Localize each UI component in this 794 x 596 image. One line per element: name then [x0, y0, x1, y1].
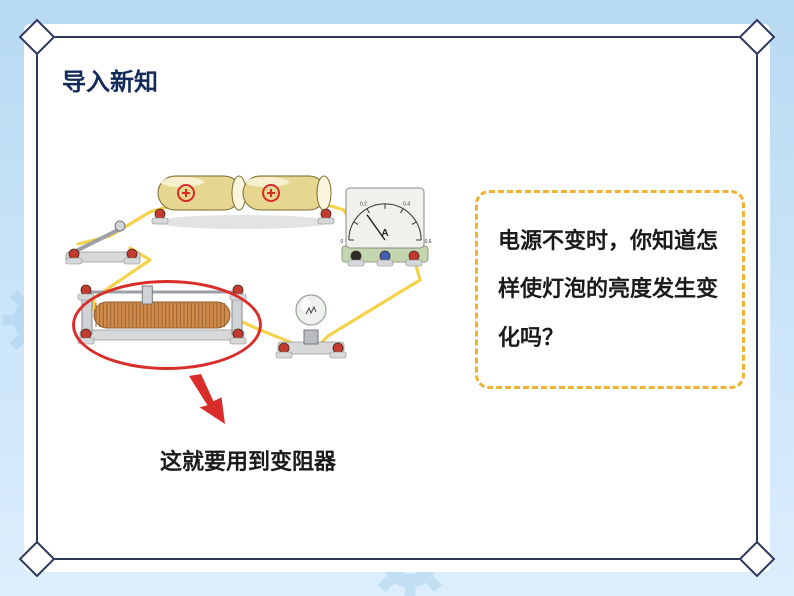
arrow-icon	[181, 372, 241, 442]
circuit-diagram: 0 0.2 0.4 0.6 A	[60, 170, 440, 400]
caption-text: 这就要用到变阻器	[160, 444, 336, 476]
svg-text:A: A	[381, 228, 388, 239]
svg-text:0.4: 0.4	[403, 202, 410, 208]
callout-box: 电源不变时，你知道怎样使灯泡的亮度发生变化吗？	[475, 190, 745, 389]
svg-text:0.2: 0.2	[360, 202, 367, 208]
page-heading: 导入新知	[62, 62, 158, 97]
svg-text:0: 0	[340, 239, 343, 245]
callout-text: 电源不变时，你知道怎样使灯泡的亮度发生变化吗？	[498, 228, 718, 350]
highlight-circle	[72, 280, 262, 370]
svg-text:0.6: 0.6	[425, 239, 432, 245]
